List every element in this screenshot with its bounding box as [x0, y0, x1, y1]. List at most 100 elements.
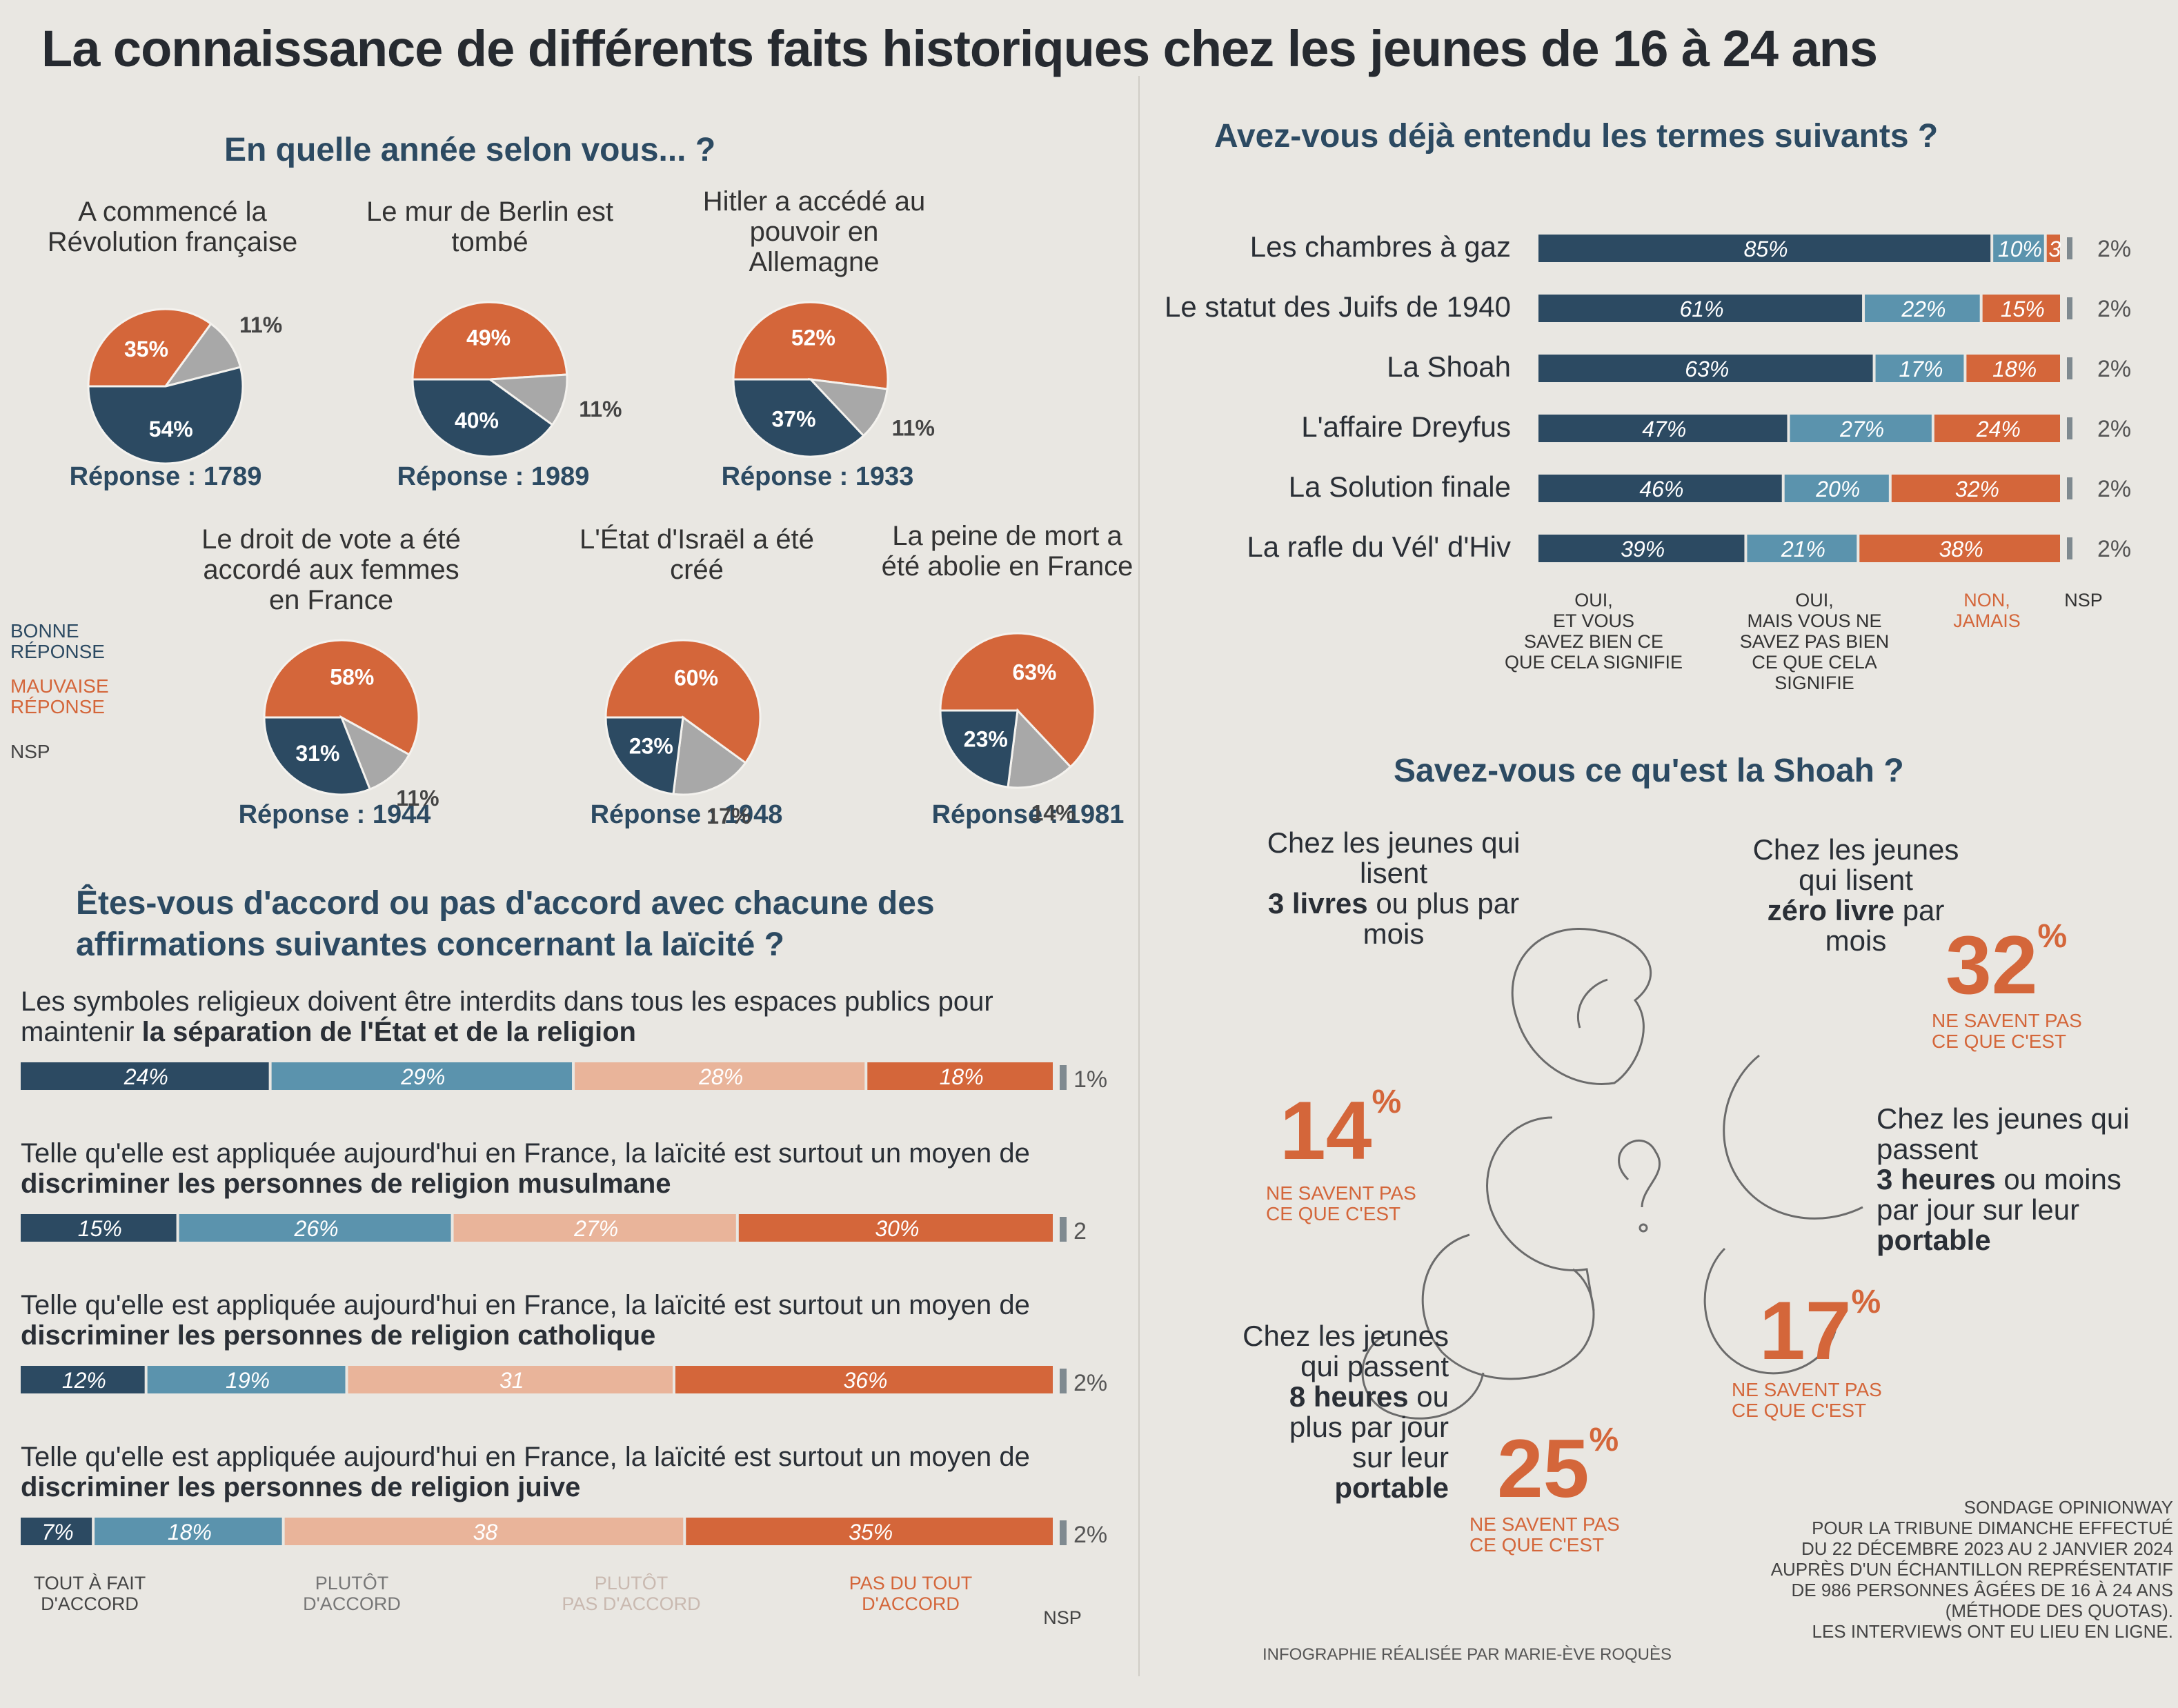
laicite-seg-2-2: [348, 1366, 673, 1393]
shoah-group-zero-text: Chez les jeunes qui lisent zéro livre pa…: [1752, 833, 1959, 957]
laicite-seg-2-3: [675, 1366, 1053, 1393]
terms-row-bar-4: 46% 20% 32% 2%: [1538, 475, 2131, 502]
terms-row-bar-5: 39% 21% 38% 2%: [1538, 535, 2131, 562]
laicite-seg-label-1-3: 30%: [875, 1216, 919, 1241]
laicite-seg-0-1: [271, 1062, 573, 1090]
laicite-seg-3-1: [95, 1518, 282, 1545]
pies-title: En quelle année selon vous... ?: [224, 132, 716, 168]
laicite-seg-label-1-1: 26%: [294, 1216, 339, 1241]
pie-answer-0: Réponse : 1789: [69, 462, 262, 491]
legend-good: BONNE RÉPONSE: [10, 620, 105, 662]
terms-nsp-mark-5: [2067, 537, 2072, 559]
laicite-seg-1-0: [21, 1214, 177, 1242]
laicite-title: Êtes-vous d'accord ou pas d'accord avec …: [76, 885, 935, 963]
terms-seg-1-1: [1865, 295, 1980, 322]
laicite-col-pas-du-tout: PAS DU TOUT D'ACCORD: [849, 1573, 973, 1614]
slice-good-label-0: 54%: [149, 417, 193, 441]
terms-seg-2-2: [1966, 355, 2060, 382]
page-title: La connaissance de différents faits hist…: [41, 20, 1878, 77]
terms-seg-label-2-0: 63%: [1685, 357, 1729, 381]
laicite-bar-0: 24% 29% 28% 18% 1%: [21, 1062, 1107, 1093]
page-fold-divider: [1138, 76, 1140, 1676]
shoah-title: Savez-vous ce qu'est la Shoah ?: [1394, 753, 1904, 789]
terms-seg-3-2: [1934, 415, 2060, 442]
laicite-statement-text-2: Telle qu'elle est appliquée aujourd'hui …: [21, 1290, 1030, 1320]
pie-answer-3: Réponse : 1944: [238, 800, 431, 829]
terms-nsp-label-0: 2%: [2097, 236, 2131, 262]
shoah-group-3books-note: NE SAVENT PAS CE QUE C'EST: [1266, 1182, 1416, 1224]
legend-nsp: NSP: [10, 741, 50, 762]
laicite-statement-bold-2: discriminer les personnes de religion ca…: [21, 1320, 656, 1351]
terms-col-yes-know: OUI, ET VOUS SAVEZ BIEN CE QUE CELA SIGN…: [1504, 590, 1683, 673]
shoah-group-3h-pct: 17%: [1759, 1284, 1881, 1377]
slice-good-0: [87, 366, 244, 465]
terms-seg-label-3-2: 24%: [1976, 417, 2021, 441]
laicite-seg-0-3: [867, 1062, 1053, 1090]
laicite-statement-bold-0: la séparation de l'État et de la religio…: [141, 1017, 636, 1047]
laicite-seg-label-1-0: 15%: [78, 1216, 122, 1241]
terms-seg-label-4-1: 20%: [1815, 477, 1860, 502]
laicite-statement-3: Telle qu'elle est appliquée aujourd'hui …: [21, 1442, 1097, 1502]
pie-question-4: L'État d'Israël a été créé: [580, 524, 814, 585]
terms-seg-3-1: [1790, 415, 1932, 442]
pie-answer-4: Réponse : 1948: [590, 800, 783, 829]
terms-seg-label-3-0: 47%: [1642, 417, 1686, 441]
survey-credits: SONDAGE OPINIONWAY POUR LA TRIBUNE DIMAN…: [1770, 1497, 2173, 1642]
terms-seg-label-0-1: 10%: [1998, 237, 2042, 261]
laicite-nsp-mark-1: [1060, 1217, 1067, 1242]
slice-good-label-1: 40%: [455, 408, 499, 433]
terms-row-label-1: Le statut des Juifs de 1940: [1164, 290, 1511, 323]
slice-good-label-5: 23%: [964, 727, 1008, 752]
pie-answer-1: Réponse : 1989: [397, 462, 590, 491]
laicite-seg-2-0: [21, 1366, 145, 1393]
pie-answer-2: Réponse : 1933: [721, 462, 914, 491]
terms-seg-5-2: [1859, 535, 2060, 562]
laicite-statement-2: Telle qu'elle est appliquée aujourd'hui …: [21, 1290, 1097, 1351]
terms-row-label-3: L'affaire Dreyfus: [1301, 410, 1511, 443]
slice-good-label-2: 37%: [772, 407, 816, 432]
terms-seg-label-1-0: 61%: [1680, 297, 1724, 321]
slice-good-2: [732, 378, 865, 458]
slice-nsp-label-3: 11%: [396, 786, 439, 811]
terms-col-yes-unsure: OUI, MAIS VOUS NE SAVEZ PAS BIEN CE QUE …: [1739, 590, 1890, 693]
terms-seg-0-2: [2046, 235, 2060, 262]
laicite-seg-label-3-2: 38: [473, 1520, 498, 1545]
laicite-seg-label-3-0: 7%: [41, 1520, 73, 1545]
pie-1: 49% 11% 40%: [411, 301, 622, 458]
pie-2: 52% 11% 37%: [732, 301, 935, 458]
slice-bad-2: [732, 301, 889, 390]
terms-seg-label-2-1: 17%: [1899, 357, 1943, 381]
laicite-seg-0-2: [575, 1062, 865, 1090]
terms-seg-3-0: [1538, 415, 1788, 442]
pie-question-3: Le droit de vote a été accordé aux femme…: [201, 524, 461, 615]
laicite-statement-text-3: Telle qu'elle est appliquée aujourd'hui …: [21, 1442, 1030, 1472]
laicite-statement-text-0: Les symboles religieux doivent être inte…: [21, 986, 993, 1047]
terms-nsp-label-4: 2%: [2097, 476, 2131, 502]
slice-bad-label-4: 60%: [674, 665, 718, 690]
laicite-seg-3-3: [686, 1518, 1053, 1545]
terms-row-bar-1: 61% 22% 15% 2%: [1538, 295, 2131, 322]
laicite-nsp-mark-2: [1060, 1369, 1067, 1393]
shoah-group-8h-text: Chez les jeunes qui passent 8 heures ou …: [1243, 1320, 1449, 1504]
pie-3: 58% 11% 31%: [263, 639, 439, 811]
laicite-seg-1-2: [453, 1214, 736, 1242]
laicite-seg-label-1-2: 27%: [573, 1216, 618, 1241]
pie-question-5: La peine de mort a été abolie en France: [881, 521, 1133, 582]
heads-illustration: [1361, 928, 1863, 1420]
slice-bad-label-0: 35%: [124, 337, 168, 361]
slice-bad-label-3: 58%: [330, 664, 374, 689]
laicite-seg-label-3-3: 35%: [849, 1520, 893, 1545]
laicite-bar-1: 15% 26% 27% 30% 2: [21, 1214, 1087, 1244]
laicite-col-nsp: NSP: [1043, 1607, 1082, 1628]
terms-row-label-5: La rafle du Vél' d'Hiv: [1247, 530, 1511, 563]
terms-seg-2-0: [1538, 355, 1873, 382]
slice-bad-label-1: 49%: [466, 325, 511, 350]
terms-seg-label-5-1: 21%: [1781, 537, 1825, 562]
laicite-statement-bold-3: discriminer les personnes de religion ju…: [21, 1472, 581, 1502]
laicite-bar-3: 7% 18% 38 35% 2%: [21, 1518, 1107, 1548]
terms-col-never: NON, JAMAIS: [1953, 590, 2021, 631]
pie-5: 63% 14% 23%: [939, 632, 1096, 825]
slice-nsp-label-5: 14%: [1031, 800, 1076, 825]
laicite-nsp-label-0: 1%: [1073, 1066, 1107, 1093]
pie-question-1: Le mur de Berlin est tombé: [366, 197, 613, 257]
